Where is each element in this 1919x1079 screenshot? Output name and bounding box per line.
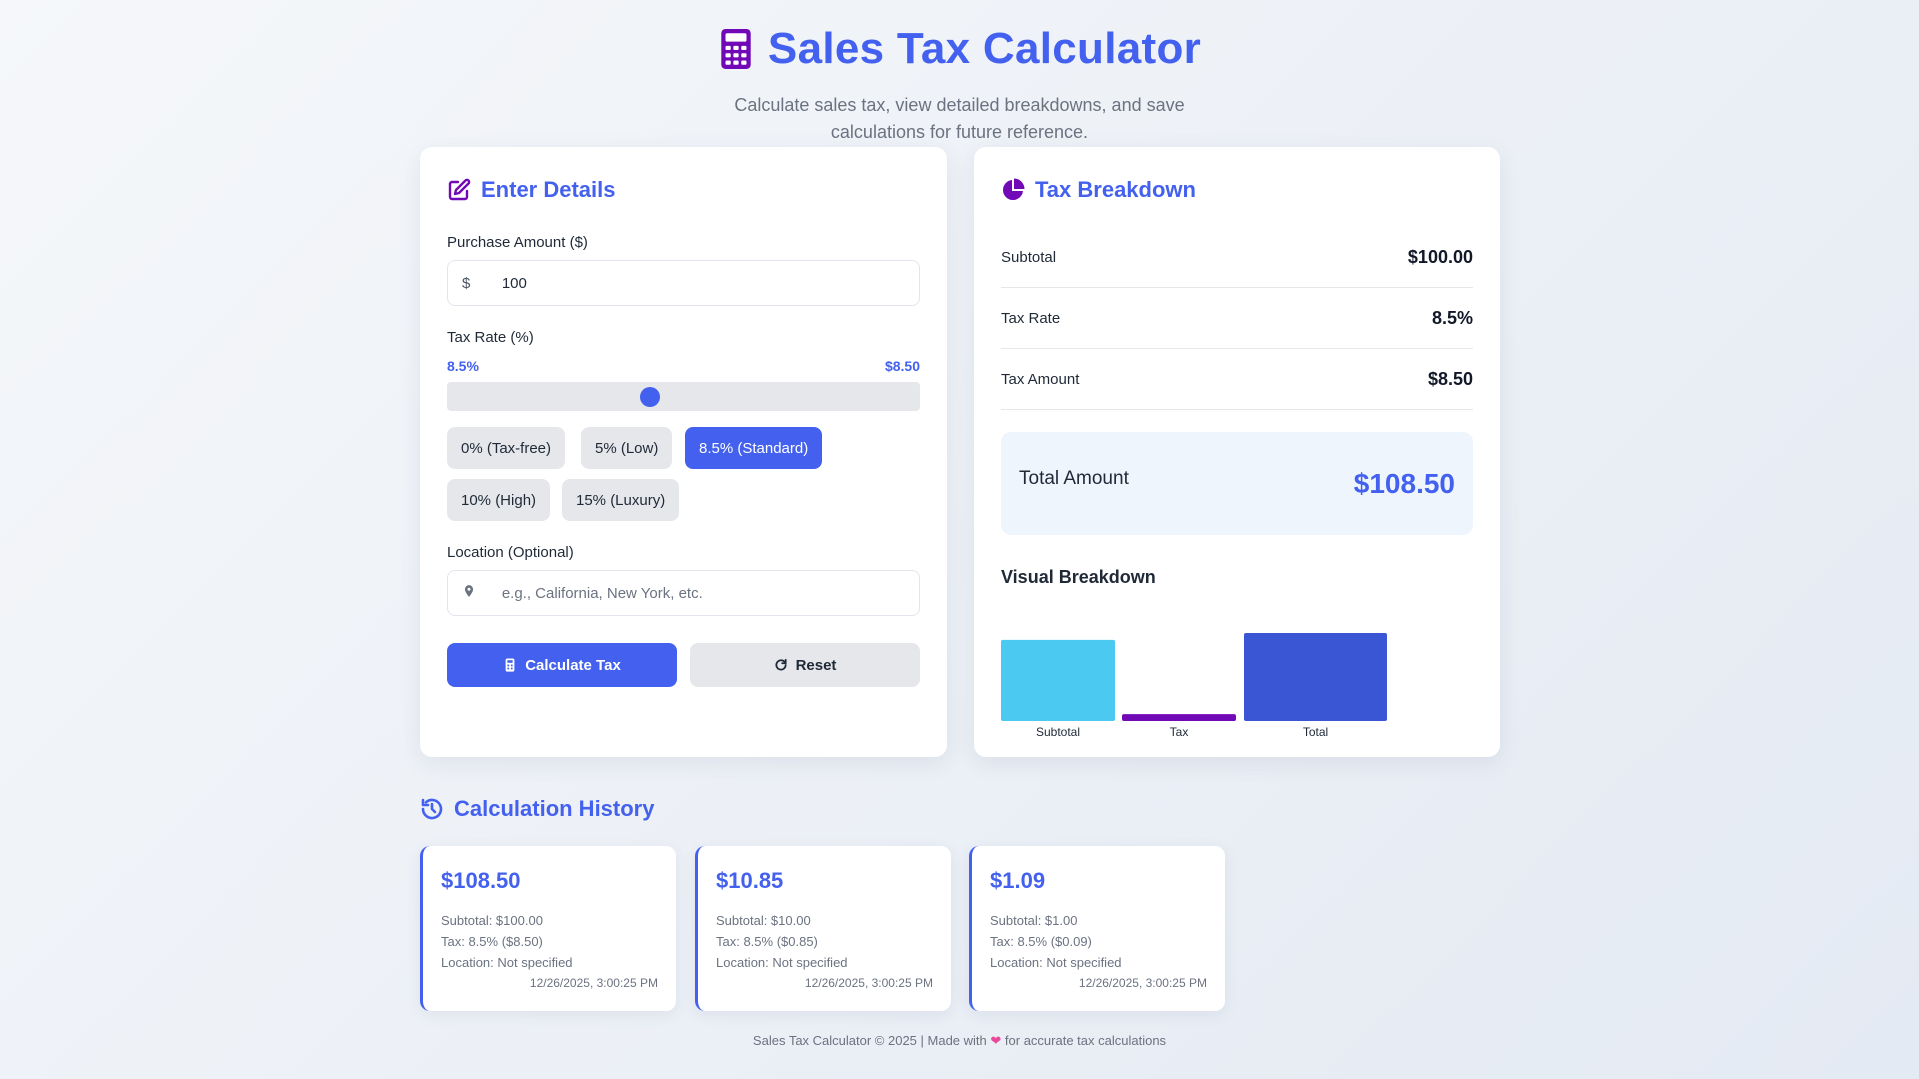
details-card-header: Enter Details <box>447 177 616 203</box>
bar-tax <box>1122 714 1236 721</box>
subtotal-label: Subtotal <box>1001 248 1057 266</box>
tax-rate-readout: 8.5% $8.50 <box>447 358 920 374</box>
refresh-icon <box>775 658 787 671</box>
tax-rate-row-value: 8.5% <box>1431 307 1473 328</box>
visual-breakdown-title: Visual Breakdown <box>1001 567 1156 587</box>
tax-rate-label: Tax Rate (%) <box>447 329 534 346</box>
breakdown-card-header: Tax Breakdown <box>1001 177 1196 203</box>
details-card-title: Enter Details <box>481 177 616 202</box>
preset-8-5-button[interactable]: 8.5% (Standard) <box>685 427 823 469</box>
purchase-amount-field[interactable]: $ <box>447 260 920 306</box>
location-input[interactable] <box>501 584 919 602</box>
history-icon <box>421 798 443 820</box>
history-location: Location: Not specified <box>990 955 1122 970</box>
tax-rate-row-label: Tax Rate <box>1001 309 1061 327</box>
tax-rate-slider-thumb[interactable] <box>639 387 660 407</box>
heart-icon: ❤ <box>990 1033 1002 1048</box>
map-pin-icon <box>462 583 488 603</box>
page-footer: Sales Tax Calculator © 2025 | Made with … <box>0 1033 1919 1049</box>
reset-label: Reset <box>795 656 837 674</box>
calculate-tax-label: Calculate Tax <box>525 656 621 674</box>
location-field[interactable] <box>447 570 920 616</box>
history-total: $10.85 <box>716 868 784 893</box>
page-header: Sales Tax Calculator Calculate sales tax… <box>0 24 1919 146</box>
tax-rate-amount: $8.50 <box>884 358 920 374</box>
pie-chart-icon <box>1003 178 1025 200</box>
history-subtotal: Subtotal: $10.00 <box>716 913 811 928</box>
edit-icon <box>448 178 471 201</box>
history-total: $1.09 <box>990 868 1046 893</box>
calculator-icon <box>721 29 751 69</box>
preset-10-button[interactable]: 10% (High) <box>447 479 551 521</box>
title-row: Sales Tax Calculator <box>0 24 1919 74</box>
tax-amount-value: $8.50 <box>1427 368 1473 389</box>
history-tax: Tax: 8.5% ($0.09) <box>990 934 1092 949</box>
breakdown-card-title: Tax Breakdown <box>1035 177 1196 202</box>
purchase-amount-input[interactable] <box>501 274 919 292</box>
details-card: Enter Details Purchase Amount ($) $ Tax … <box>420 147 947 757</box>
history-total: $108.50 <box>441 868 521 893</box>
total-amount-value: $108.50 <box>1353 467 1455 499</box>
tax-rate-value: 8.5% <box>447 358 479 374</box>
bar-subtotal <box>1001 639 1115 721</box>
total-amount-label: Total Amount <box>1019 467 1129 489</box>
total-amount-box: Total Amount $108.50 <box>1001 432 1473 535</box>
calculator-icon <box>505 658 515 672</box>
history-timestamp: 12/26/2025, 3:00:25 PM <box>529 976 658 990</box>
history-card[interactable]: $10.85 Subtotal: $10.00 Tax: 8.5% ($0.85… <box>695 846 951 1011</box>
page-subtitle: Calculate sales tax, view detailed break… <box>734 95 1185 142</box>
preset-5-button[interactable]: 5% (Low) <box>581 427 673 469</box>
breakdown-card: Tax Breakdown Subtotal $100.00 Tax Rate … <box>974 147 1500 757</box>
history-timestamp: 12/26/2025, 3:00:25 PM <box>1078 976 1207 990</box>
history-timestamp: 12/26/2025, 3:00:25 PM <box>804 976 933 990</box>
preset-15-button[interactable]: 15% (Luxury) <box>562 479 680 521</box>
purchase-amount-label: Purchase Amount ($) <box>447 234 588 251</box>
reset-button[interactable]: Reset <box>690 643 920 687</box>
history-header: Calculation History <box>420 796 654 822</box>
history-subtotal: Subtotal: $1.00 <box>990 913 1078 928</box>
preset-0-button[interactable]: 0% (Tax-free) <box>447 427 566 469</box>
history-tax: Tax: 8.5% ($8.50) <box>441 934 543 949</box>
history-tax: Tax: 8.5% ($0.85) <box>716 934 818 949</box>
tax-amount-row: Tax Amount $8.50 <box>1001 349 1473 410</box>
tax-amount-label: Tax Amount <box>1001 370 1080 388</box>
history-card[interactable]: $1.09 Subtotal: $1.00 Tax: 8.5% ($0.09) … <box>969 846 1225 1011</box>
history-location: Location: Not specified <box>716 955 848 970</box>
location-label: Location (Optional) <box>447 544 574 561</box>
history-title: Calculation History <box>454 796 655 821</box>
calculate-tax-button[interactable]: Calculate Tax <box>447 643 677 687</box>
tax-rate-slider[interactable] <box>447 382 920 411</box>
visual-breakdown-chart: Subtotal Tax Total <box>1001 633 1387 739</box>
bar-label-tax: Tax <box>1170 725 1189 739</box>
page-title: Sales Tax Calculator <box>767 24 1202 73</box>
bar-label-subtotal: Subtotal <box>1036 725 1080 739</box>
dollar-prefix: $ <box>462 274 471 292</box>
subtotal-value: $100.00 <box>1407 246 1473 267</box>
subtotal-row: Subtotal $100.00 <box>1001 227 1473 288</box>
footer-text-before: Sales Tax Calculator © 2025 | Made with <box>752 1033 987 1048</box>
history-location: Location: Not specified <box>441 955 573 970</box>
history-subtotal: Subtotal: $100.00 <box>441 913 543 928</box>
history-card[interactable]: $108.50 Subtotal: $100.00 Tax: 8.5% ($8.… <box>420 846 676 1011</box>
bar-label-total: Total <box>1303 725 1328 739</box>
bar-total <box>1244 633 1387 721</box>
tax-rate-row: Tax Rate 8.5% <box>1001 288 1473 349</box>
footer-text-after: for accurate tax calculations <box>1004 1033 1167 1048</box>
